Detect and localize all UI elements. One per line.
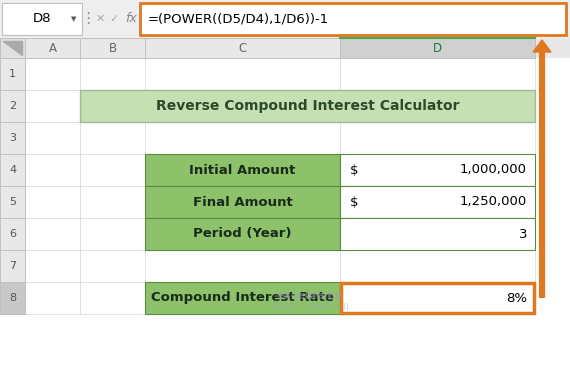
- Text: 1,250,000: 1,250,000: [460, 195, 527, 209]
- Bar: [0, 154, 25, 186]
- Text: =(POWER((D5/D4),1/D6))-1: =(POWER((D5/D4),1/D6))-1: [148, 13, 329, 26]
- Bar: [0, 186, 25, 218]
- Bar: [145, 282, 340, 314]
- Polygon shape: [533, 40, 551, 52]
- Bar: [80, 90, 535, 122]
- Text: A: A: [48, 41, 56, 54]
- Bar: [25, 218, 80, 250]
- Bar: [0, 218, 25, 250]
- Bar: [80, 282, 145, 314]
- Bar: [0, 282, 25, 314]
- Text: 4: 4: [9, 165, 16, 175]
- Text: ✕: ✕: [95, 14, 105, 24]
- Bar: [0, 250, 25, 282]
- Text: D: D: [433, 41, 442, 54]
- Bar: [145, 250, 340, 282]
- Text: fx: fx: [125, 13, 137, 26]
- Bar: [2, 3, 82, 35]
- Bar: [145, 186, 340, 218]
- Bar: [25, 186, 80, 218]
- Text: 7: 7: [9, 261, 16, 271]
- Bar: [145, 122, 340, 154]
- Bar: [25, 58, 80, 90]
- Bar: [25, 122, 80, 154]
- Bar: [25, 90, 80, 122]
- Text: ⋮: ⋮: [80, 11, 96, 27]
- Text: 2: 2: [9, 101, 16, 111]
- Text: Final Amount: Final Amount: [193, 195, 292, 209]
- Text: ✓: ✓: [109, 14, 119, 24]
- Text: 8%: 8%: [506, 292, 527, 305]
- Bar: [340, 154, 535, 186]
- Polygon shape: [3, 41, 22, 55]
- Bar: [25, 38, 80, 58]
- Text: $: $: [350, 195, 359, 209]
- Text: Initial Amount: Initial Amount: [189, 164, 296, 176]
- Bar: [340, 38, 535, 58]
- Text: Period (Year): Period (Year): [193, 228, 292, 240]
- Bar: [145, 154, 340, 186]
- Bar: [80, 38, 145, 58]
- Bar: [80, 122, 145, 154]
- Text: C: C: [238, 41, 247, 54]
- Text: 3: 3: [519, 228, 527, 240]
- Text: EXCEL · DATA · BI: EXCEL · DATA · BI: [271, 303, 348, 312]
- Bar: [0, 0, 570, 38]
- Bar: [0, 122, 25, 154]
- Text: 5: 5: [9, 197, 16, 207]
- Text: 1,000,000: 1,000,000: [460, 164, 527, 176]
- Bar: [341, 283, 534, 313]
- Bar: [145, 38, 340, 58]
- Bar: [80, 250, 145, 282]
- Text: Reverse Compound Interest Calculator: Reverse Compound Interest Calculator: [156, 99, 459, 113]
- Text: 3: 3: [9, 133, 16, 143]
- Bar: [80, 186, 145, 218]
- Bar: [0, 58, 25, 90]
- Bar: [340, 58, 535, 90]
- Bar: [140, 3, 566, 35]
- Text: D8: D8: [32, 13, 51, 26]
- Bar: [145, 58, 340, 90]
- Bar: [25, 282, 80, 314]
- Bar: [340, 122, 535, 154]
- Bar: [340, 186, 535, 218]
- Bar: [80, 58, 145, 90]
- Text: Compound Interest Rate: Compound Interest Rate: [151, 292, 334, 305]
- Bar: [80, 90, 145, 122]
- Text: 1: 1: [9, 69, 16, 79]
- Bar: [340, 218, 535, 250]
- Text: B: B: [108, 41, 116, 54]
- Bar: [25, 154, 80, 186]
- Bar: [80, 154, 145, 186]
- Text: $: $: [350, 164, 359, 176]
- Bar: [0, 38, 570, 58]
- Bar: [340, 250, 535, 282]
- Bar: [0, 38, 25, 58]
- Text: ▼: ▼: [71, 16, 77, 22]
- Bar: [80, 218, 145, 250]
- Text: 6: 6: [9, 229, 16, 239]
- Text: exceldemy: exceldemy: [276, 292, 343, 302]
- Bar: [0, 90, 25, 122]
- Bar: [25, 250, 80, 282]
- Bar: [145, 218, 340, 250]
- Text: 8: 8: [9, 293, 16, 303]
